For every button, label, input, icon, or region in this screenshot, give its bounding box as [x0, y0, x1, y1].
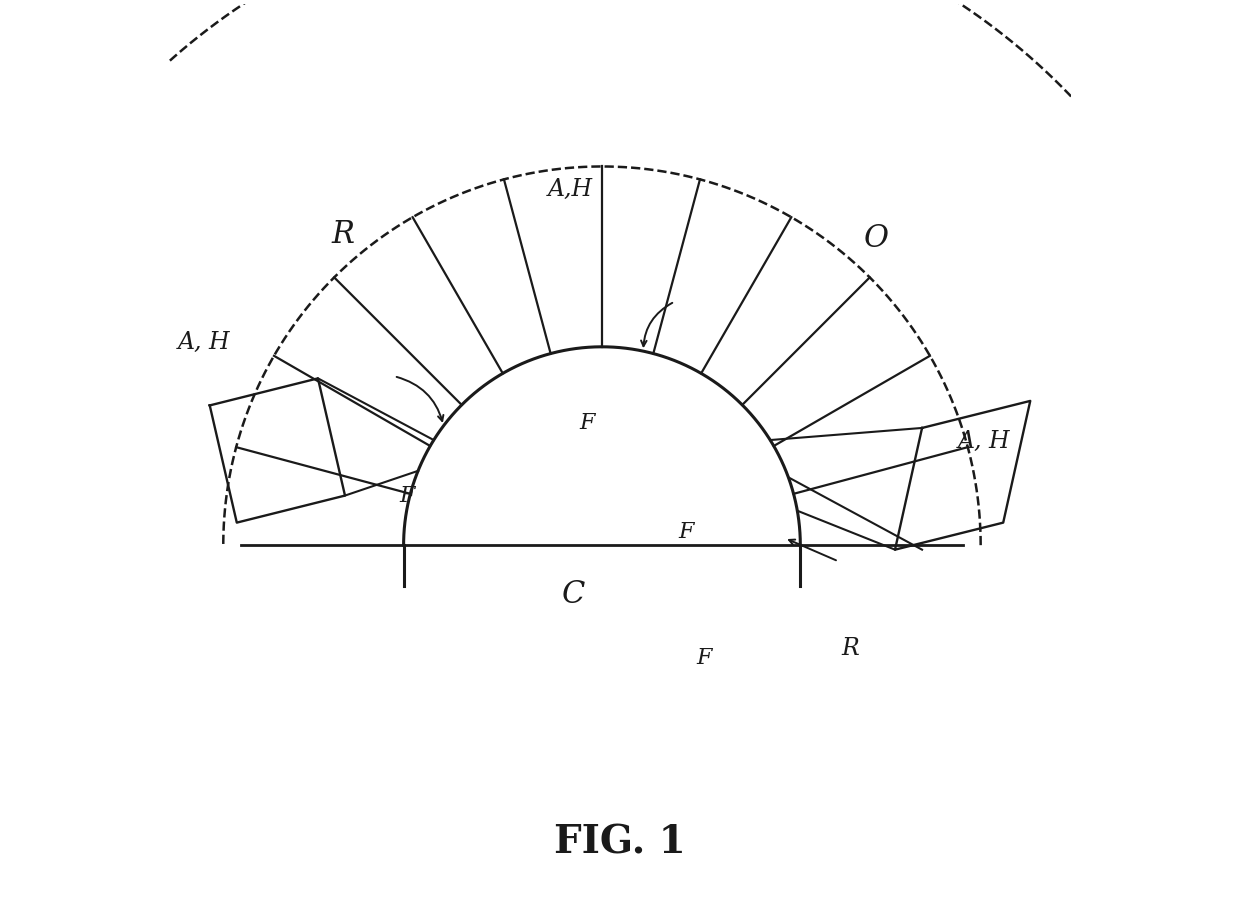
- Text: O: O: [863, 223, 888, 254]
- Text: FIG. 1: FIG. 1: [554, 824, 686, 862]
- Text: A, H: A, H: [179, 331, 231, 354]
- Text: C: C: [562, 580, 585, 611]
- Text: F: F: [678, 521, 694, 542]
- Text: R: R: [331, 218, 355, 249]
- Text: F: F: [579, 412, 595, 434]
- Text: A, H: A, H: [959, 430, 1011, 453]
- Text: F: F: [399, 484, 414, 507]
- Text: A,H: A,H: [548, 177, 593, 200]
- Text: F: F: [697, 647, 712, 669]
- Text: R: R: [841, 637, 858, 661]
